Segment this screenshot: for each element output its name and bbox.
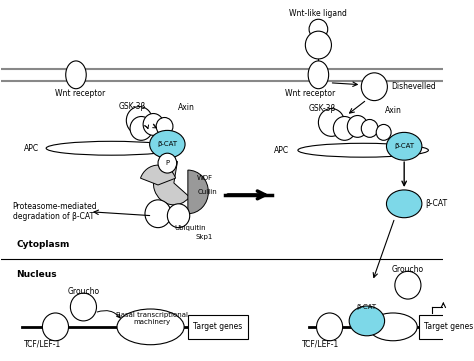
Circle shape bbox=[42, 313, 69, 341]
Text: Groucho: Groucho bbox=[67, 287, 100, 296]
Text: Target genes: Target genes bbox=[193, 322, 242, 331]
Text: Cytoplasm: Cytoplasm bbox=[16, 240, 70, 249]
Circle shape bbox=[158, 153, 177, 173]
Text: β-CAT: β-CAT bbox=[426, 199, 448, 208]
Text: GSK-3β: GSK-3β bbox=[309, 104, 336, 113]
Ellipse shape bbox=[308, 61, 328, 89]
Ellipse shape bbox=[298, 143, 428, 157]
Text: Wnt-like ligand: Wnt-like ligand bbox=[290, 9, 347, 18]
Wedge shape bbox=[188, 170, 209, 214]
Circle shape bbox=[156, 117, 173, 135]
Circle shape bbox=[167, 204, 190, 228]
Wedge shape bbox=[154, 161, 190, 205]
Circle shape bbox=[376, 125, 391, 140]
Text: Nucleus: Nucleus bbox=[16, 270, 57, 279]
Text: Axin: Axin bbox=[384, 106, 401, 115]
Text: Target genes: Target genes bbox=[424, 322, 474, 331]
Circle shape bbox=[143, 113, 164, 135]
Ellipse shape bbox=[117, 309, 184, 345]
Ellipse shape bbox=[386, 190, 422, 218]
Circle shape bbox=[333, 117, 356, 140]
Text: β-CAT: β-CAT bbox=[394, 143, 414, 149]
Text: APC: APC bbox=[24, 144, 39, 153]
Text: GSK-3β: GSK-3β bbox=[118, 102, 146, 111]
Text: Ubiquitin: Ubiquitin bbox=[174, 225, 206, 231]
Circle shape bbox=[305, 31, 331, 59]
Circle shape bbox=[319, 109, 345, 136]
Text: β-CAT: β-CAT bbox=[357, 304, 377, 310]
Circle shape bbox=[309, 19, 328, 39]
Text: Axin: Axin bbox=[178, 103, 194, 112]
Text: Skp1: Skp1 bbox=[195, 234, 213, 240]
Ellipse shape bbox=[46, 141, 177, 155]
Wedge shape bbox=[140, 165, 175, 185]
Ellipse shape bbox=[66, 61, 86, 89]
Text: Wnt receptor: Wnt receptor bbox=[285, 89, 335, 98]
Text: P: P bbox=[165, 160, 169, 166]
Text: Proteasome-mediated
degradation of β-CAT: Proteasome-mediated degradation of β-CAT bbox=[13, 202, 97, 221]
Text: Groucho: Groucho bbox=[392, 265, 424, 274]
Text: WDF: WDF bbox=[197, 175, 213, 181]
Bar bbox=[188, 315, 247, 339]
Text: TCF/LEF-1: TCF/LEF-1 bbox=[301, 339, 339, 348]
Ellipse shape bbox=[349, 306, 384, 336]
Circle shape bbox=[70, 293, 97, 321]
Circle shape bbox=[361, 73, 387, 101]
Bar bbox=[419, 315, 474, 339]
Text: APC: APC bbox=[273, 146, 289, 155]
Ellipse shape bbox=[386, 132, 422, 160]
Circle shape bbox=[127, 106, 153, 134]
Text: Dishevelled: Dishevelled bbox=[391, 82, 436, 91]
Circle shape bbox=[317, 313, 343, 341]
Text: Basal transcriptional
machinery: Basal transcriptional machinery bbox=[117, 312, 189, 325]
Text: TCF/LEF-1: TCF/LEF-1 bbox=[24, 339, 61, 348]
Text: Cullin: Cullin bbox=[197, 189, 217, 195]
Circle shape bbox=[130, 117, 153, 140]
Text: β-CAT: β-CAT bbox=[157, 141, 177, 147]
Text: Wnt receptor: Wnt receptor bbox=[55, 89, 106, 98]
Circle shape bbox=[395, 271, 421, 299]
Circle shape bbox=[145, 200, 171, 228]
Circle shape bbox=[347, 116, 368, 137]
Ellipse shape bbox=[150, 130, 185, 158]
Ellipse shape bbox=[369, 313, 417, 341]
Circle shape bbox=[361, 119, 378, 137]
